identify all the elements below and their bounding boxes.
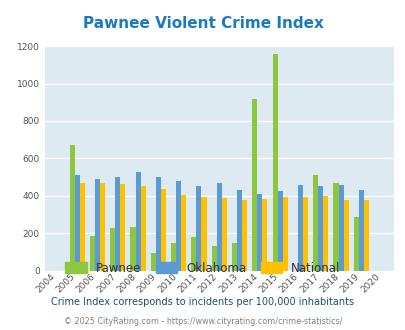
Bar — [353, 217, 358, 271]
Bar — [322, 196, 328, 271]
Bar — [363, 200, 368, 271]
Text: © 2025 CityRating.com - https://www.cityrating.com/crime-statistics/: © 2025 CityRating.com - https://www.city… — [64, 317, 341, 326]
Bar — [90, 236, 95, 271]
Text: Pawnee Violent Crime Index: Pawnee Violent Crime Index — [82, 16, 323, 31]
Bar — [160, 189, 166, 271]
Bar — [338, 184, 343, 271]
Bar — [201, 197, 206, 271]
Bar — [252, 99, 257, 271]
Bar — [231, 244, 237, 271]
Bar — [156, 177, 160, 271]
Bar — [196, 185, 201, 271]
Bar — [115, 177, 120, 271]
Bar — [257, 194, 262, 271]
Bar — [237, 190, 241, 271]
Bar — [343, 200, 348, 271]
Legend: Pawnee, Oklahoma, National: Pawnee, Oklahoma, National — [60, 257, 345, 280]
Bar — [191, 237, 196, 271]
Bar — [221, 198, 226, 271]
Bar — [176, 181, 181, 271]
Bar — [297, 184, 302, 271]
Bar — [333, 183, 338, 271]
Bar — [277, 191, 282, 271]
Bar — [95, 179, 100, 271]
Bar — [135, 172, 140, 271]
Bar — [282, 197, 287, 271]
Text: Crime Index corresponds to incidents per 100,000 inhabitants: Crime Index corresponds to incidents per… — [51, 297, 354, 307]
Bar — [318, 186, 322, 271]
Bar — [150, 253, 156, 271]
Bar — [69, 145, 75, 271]
Bar — [312, 175, 318, 271]
Bar — [358, 190, 363, 271]
Bar — [216, 183, 221, 271]
Bar — [302, 197, 307, 271]
Bar — [110, 228, 115, 271]
Bar — [100, 183, 105, 271]
Bar — [241, 200, 247, 271]
Bar — [79, 183, 85, 271]
Bar — [272, 54, 277, 271]
Bar — [181, 195, 186, 271]
Bar — [262, 199, 267, 271]
Bar — [75, 175, 79, 271]
Bar — [130, 227, 135, 271]
Bar — [171, 244, 176, 271]
Bar — [140, 185, 145, 271]
Bar — [211, 246, 216, 271]
Bar — [120, 183, 125, 271]
